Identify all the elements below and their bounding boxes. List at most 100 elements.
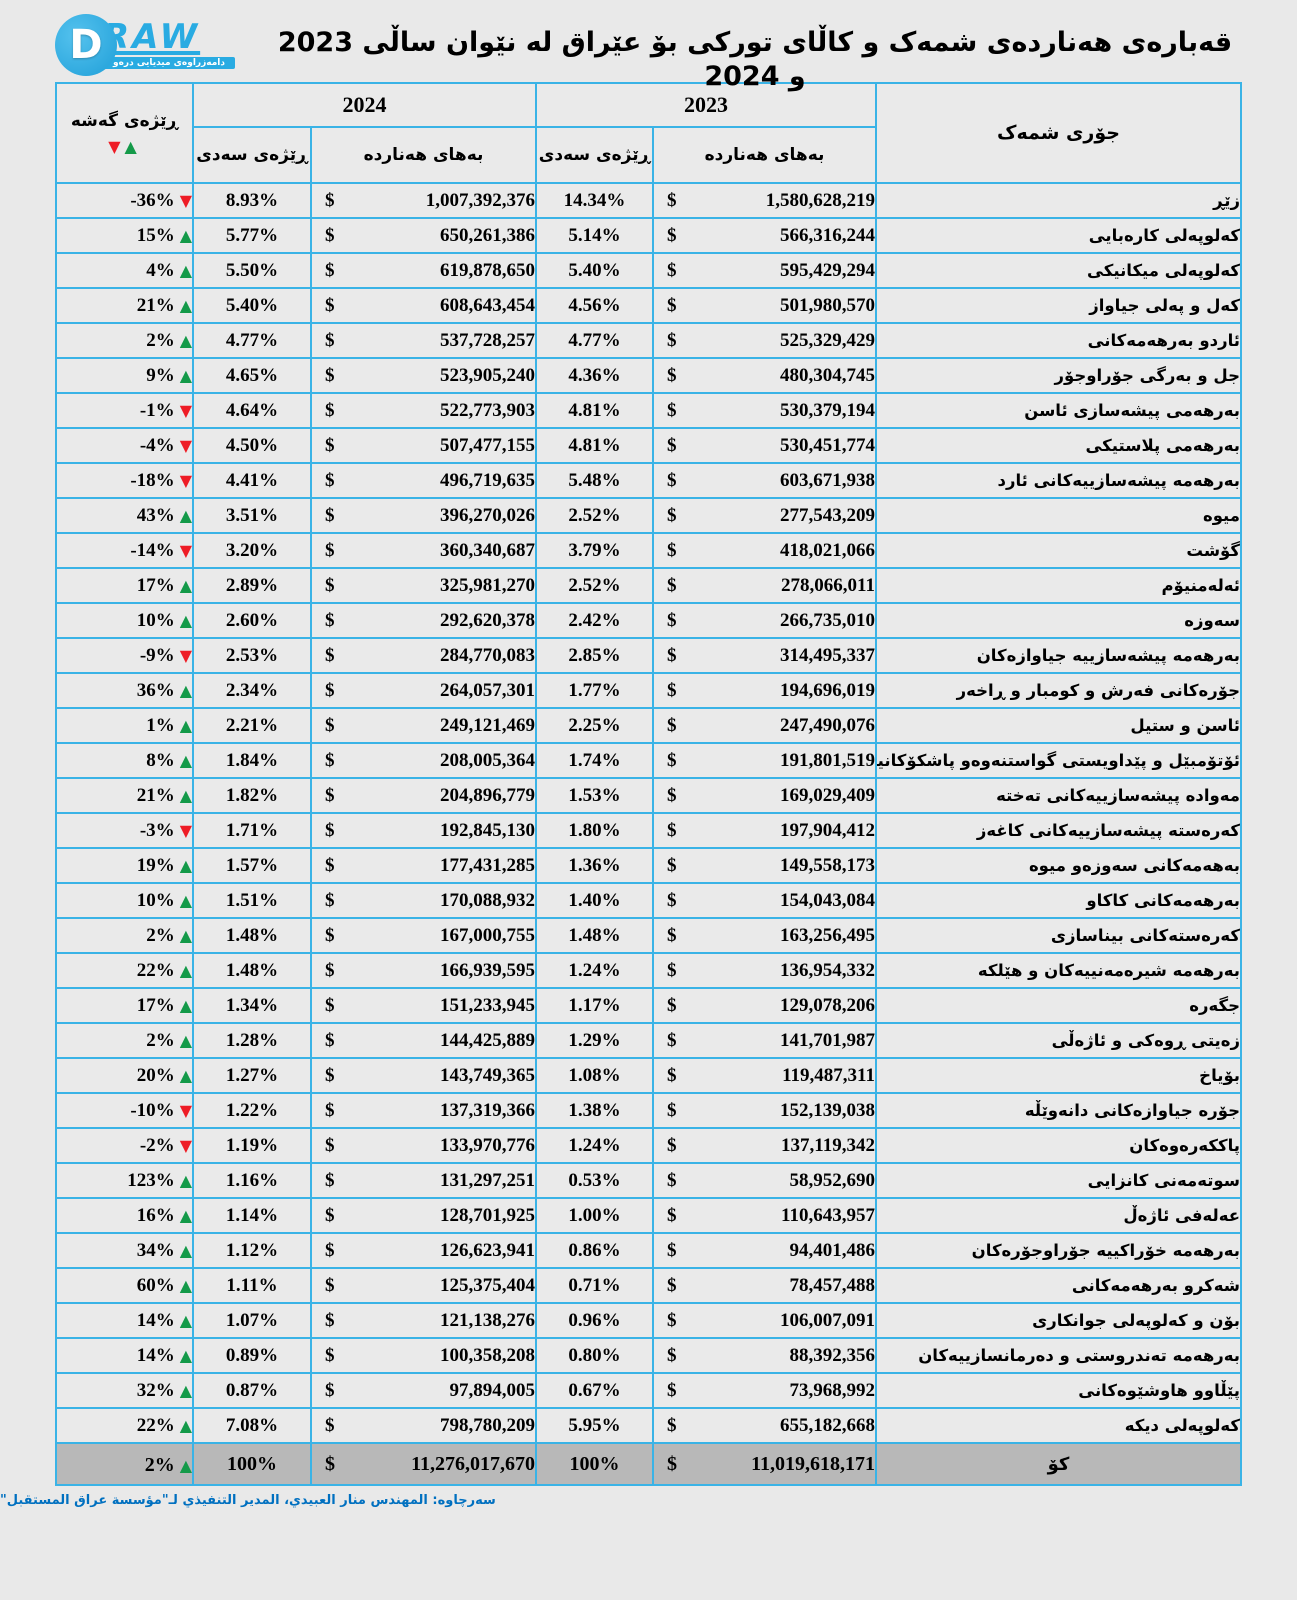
up-arrow-icon: ▲: [179, 926, 192, 945]
pct-2023-cell: 2.85%: [535, 637, 654, 674]
value-2024-cell: $1,007,392,376: [310, 182, 537, 219]
up-arrow-icon: ▲: [179, 1031, 192, 1050]
pct-2024-cell: 2.89%: [192, 567, 312, 604]
commodity-cell: کەرەستەکانی بیناسازی: [875, 917, 1242, 954]
table-row: 15% ▲ 5.77% $650,261,386 5.14% $566,316,244 کە…: [55, 217, 1242, 254]
currency-symbol: $: [667, 469, 677, 491]
header-year-2024: 2024: [192, 82, 537, 128]
currency-symbol: $: [325, 469, 335, 491]
up-arrow-icon: ▲: [179, 366, 192, 385]
pct-2023-cell: 2.25%: [535, 707, 654, 744]
up-arrow-icon: ▲: [179, 611, 192, 630]
growth-cell: 19% ▲: [55, 847, 194, 884]
value-2023: 247,490,076: [780, 714, 875, 736]
value-2024-cell: $121,138,276: [310, 1302, 537, 1339]
up-arrow-icon: ▲: [179, 1346, 192, 1365]
value-2024-cell: $143,749,365: [310, 1057, 537, 1094]
value-2024: 496,719,635: [440, 469, 535, 491]
pct-2023-cell: 0.53%: [535, 1162, 654, 1199]
pct-2023-cell: 1.17%: [535, 987, 654, 1024]
commodity-cell: مەوادە پیشەسازییەکانی تەختە: [875, 777, 1242, 814]
currency-symbol: $: [325, 819, 335, 841]
currency-symbol: $: [325, 749, 335, 771]
pct-2024-cell: 0.89%: [192, 1337, 312, 1374]
value-2024-cell: $507,477,155: [310, 427, 537, 464]
value-2024-cell: $608,643,454: [310, 287, 537, 324]
commodity-cell: جۆرەکانی فەرش و کومبار و ڕاخەر: [875, 672, 1242, 709]
commodity-cell: کەلوپەلی کارەبایی: [875, 217, 1242, 254]
header-pct-2024: ڕێژەی سەدی: [192, 126, 312, 184]
table-wrap: ڕێژەی گەشە ▼▲ 2024 2023 جۆری شمەک ڕێژەی …: [0, 82, 1297, 1486]
down-arrow-icon: ▼: [179, 541, 192, 560]
commodity-cell: سوتەمەنی کانزایی: [875, 1162, 1242, 1199]
currency-symbol: $: [667, 889, 677, 911]
growth-value: 123%: [127, 1170, 175, 1191]
currency-symbol: $: [667, 784, 677, 806]
growth-value: 19%: [136, 855, 175, 876]
currency-symbol: $: [325, 644, 335, 666]
currency-symbol: $: [667, 959, 677, 981]
growth-value: -18%: [130, 470, 175, 491]
table-row: 43% ▲ 3.51% $396,270,026 2.52% $277,543,209 می…: [55, 497, 1242, 534]
value-2023-cell: $106,007,091: [652, 1302, 877, 1339]
currency-symbol: $: [667, 1239, 677, 1261]
growth-value: 20%: [136, 1065, 175, 1086]
table-row: 123% ▲ 1.16% $131,297,251 0.53% $58,952,690 سو…: [55, 1162, 1242, 1199]
currency-symbol: $: [325, 959, 335, 981]
value-2023-cell: $277,543,209: [652, 497, 877, 534]
growth-cell: 8% ▲: [55, 742, 194, 779]
currency-symbol: $: [325, 329, 335, 351]
value-2024: 507,477,155: [440, 434, 535, 456]
value-2023: 197,904,412: [780, 819, 875, 841]
currency-symbol: $: [325, 1309, 335, 1331]
up-arrow-icon: ▲: [179, 716, 192, 735]
currency-symbol: $: [325, 259, 335, 281]
growth-value: 60%: [136, 1275, 175, 1296]
up-arrow-icon: ▲: [179, 856, 192, 875]
value-2023-cell: $110,643,957: [652, 1197, 877, 1234]
value-2024: 144,425,889: [440, 1029, 535, 1051]
value-2024: 151,233,945: [440, 994, 535, 1016]
logo-brand-text: RAW: [103, 16, 201, 57]
table-row: 4% ▲ 5.50% $619,878,650 5.40% $595,429,294 کەل…: [55, 252, 1242, 289]
value-2024: 166,939,595: [440, 959, 535, 981]
value-2024: 167,000,755: [440, 924, 535, 946]
value-2024: 131,297,251: [440, 1169, 535, 1191]
growth-value: 16%: [136, 1205, 175, 1226]
currency-symbol: $: [667, 1169, 677, 1191]
currency-symbol: $: [325, 1414, 335, 1436]
growth-cell: -18% ▼: [55, 462, 194, 499]
currency-symbol: $: [325, 1379, 335, 1401]
commodity-cell: بەرهەمە خۆراکییە جۆراوجۆرەکان: [875, 1232, 1242, 1269]
currency-symbol: $: [325, 294, 335, 316]
total-growth-cell: 2% ▲: [55, 1442, 194, 1486]
up-arrow-icon: ▲: [179, 1171, 192, 1190]
pct-2024-cell: 2.34%: [192, 672, 312, 709]
pct-2024-cell: 1.51%: [192, 882, 312, 919]
growth-value: 22%: [136, 1415, 175, 1436]
down-arrow-icon: ▼: [108, 136, 125, 156]
pct-2024-cell: 5.40%: [192, 287, 312, 324]
value-2024: 133,970,776: [440, 1134, 535, 1156]
pct-2024-cell: 3.51%: [192, 497, 312, 534]
value-2024-cell: $100,358,208: [310, 1337, 537, 1374]
commodity-cell: جگەرە: [875, 987, 1242, 1024]
currency-symbol: $: [667, 1099, 677, 1121]
up-arrow-icon: ▲: [179, 261, 192, 280]
value-2024: 284,770,083: [440, 644, 535, 666]
currency-symbol: $: [667, 434, 677, 456]
currency-symbol: $: [325, 1134, 335, 1156]
currency-symbol: $: [667, 1029, 677, 1051]
currency-symbol: $: [667, 399, 677, 421]
value-2024-cell: $97,894,005: [310, 1372, 537, 1409]
currency-symbol: $: [325, 1169, 335, 1191]
exports-table: ڕێژەی گەشە ▼▲ 2024 2023 جۆری شمەک ڕێژەی …: [55, 82, 1242, 1486]
value-2024-cell: $151,233,945: [310, 987, 537, 1024]
total-value-2023-cell: $11,019,618,171: [652, 1442, 877, 1486]
pct-2024-cell: 3.20%: [192, 532, 312, 569]
growth-cell: 16% ▲: [55, 1197, 194, 1234]
value-2024: 396,270,026: [440, 504, 535, 526]
table-row: 22% ▲ 1.48% $166,939,595 1.24% $136,954,332 بە…: [55, 952, 1242, 989]
value-2023-cell: $278,066,011: [652, 567, 877, 604]
table-row: 9% ▲ 4.65% $523,905,240 4.36% $480,304,745 جل …: [55, 357, 1242, 394]
